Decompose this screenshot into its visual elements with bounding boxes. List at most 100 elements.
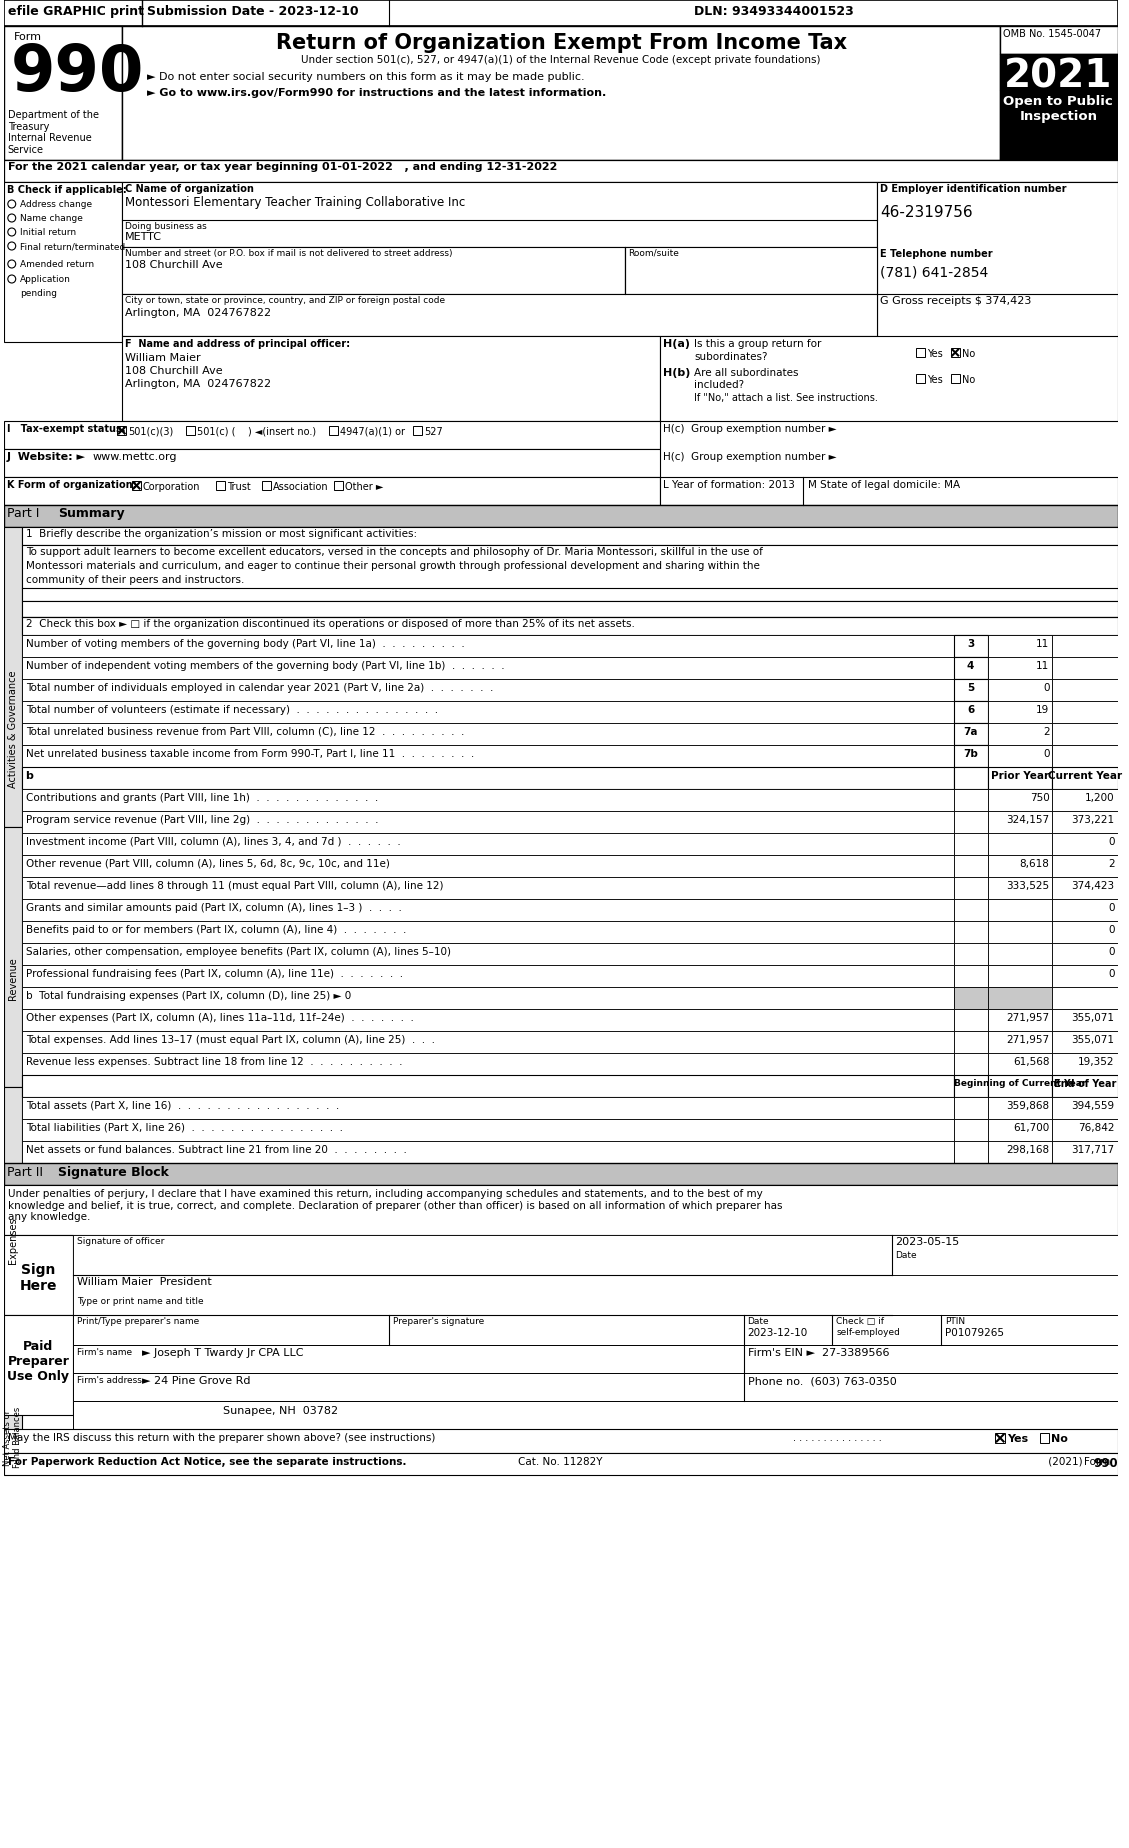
Text: For the 2021 calendar year, or tax year beginning 01-01-2022   , and ending 12-3: For the 2021 calendar year, or tax year … [8,163,558,172]
Text: 19: 19 [1036,704,1050,715]
Bar [1052,898,1118,920]
Bar [988,745,1052,767]
Bar [954,1120,988,1140]
Bar [1052,1031,1118,1053]
Bar [21,1140,954,1162]
Bar [988,723,1052,745]
Bar [73,1316,1118,1345]
Text: If "No," attach a list. See instructions.: If "No," attach a list. See instructions… [694,394,878,403]
Text: Date: Date [895,1251,917,1260]
Text: 317,717: 317,717 [1071,1146,1114,1155]
Bar [988,1120,1052,1140]
Text: Program service revenue (Part VIII, line 2g)  .  .  .  .  .  .  .  .  .  .  .  .: Program service revenue (Part VIII, line… [26,815,378,824]
Bar [954,942,988,965]
Bar [73,1234,1118,1275]
Text: 527: 527 [425,427,443,436]
Text: included?: included? [694,381,744,390]
Text: Form: Form [1084,1456,1113,1467]
Text: Salaries, other compensation, employee benefits (Part IX, column (A), lines 5–10: Salaries, other compensation, employee b… [26,946,450,957]
Text: Current Year: Current Year [1048,771,1122,782]
Text: End of Year: End of Year [1053,1079,1117,1088]
Text: 11: 11 [1036,639,1050,649]
Text: Initial return: Initial return [19,227,76,237]
Text: Sunapee, NH  03782: Sunapee, NH 03782 [222,1406,338,1416]
Bar [988,811,1052,833]
Bar [1052,1076,1118,1098]
Bar [334,480,343,490]
Text: For Paperwork Reduction Act Notice, see the separate instructions.: For Paperwork Reduction Act Notice, see … [8,1456,406,1467]
Text: Yes: Yes [927,375,943,384]
Text: Montessori materials and curriculum, and eager to continue their personal growth: Montessori materials and curriculum, and… [26,562,760,571]
Text: Net unrelated business taxable income from Form 990-T, Part I, line 11  .  .  . : Net unrelated business taxable income fr… [26,748,474,760]
Bar [3,527,21,828]
Text: Cat. No. 11282Y: Cat. No. 11282Y [518,1456,603,1467]
Bar [21,1098,954,1120]
Text: www.mettc.org: www.mettc.org [93,453,177,462]
Bar [3,181,122,342]
Text: 61,568: 61,568 [1013,1057,1050,1066]
Bar [21,545,1118,601]
Text: 0: 0 [1108,946,1114,957]
Text: Amended return: Amended return [19,261,94,270]
Bar [122,181,877,248]
Bar [21,1053,954,1076]
Bar [988,856,1052,878]
Bar [1052,723,1118,745]
Text: No: No [962,375,975,384]
Text: 324,157: 324,157 [1006,815,1050,824]
Bar [954,856,988,878]
Bar [3,449,659,477]
Text: Firm's address: Firm's address [77,1377,142,1384]
Text: Address change: Address change [19,200,91,209]
Text: No: No [962,349,975,359]
Text: 19,352: 19,352 [1078,1057,1114,1066]
Bar [73,1275,1118,1316]
Bar [954,745,988,767]
Text: Total number of volunteers (estimate if necessary)  .  .  .  .  .  .  .  .  .  .: Total number of volunteers (estimate if … [26,704,438,715]
Bar [1052,658,1118,678]
Bar [3,421,659,449]
Bar [1052,1120,1118,1140]
Text: Grants and similar amounts paid (Part IX, column (A), lines 1–3 )  .  .  .  .: Grants and similar amounts paid (Part IX… [26,904,402,913]
Bar [1052,811,1118,833]
Bar [262,480,271,490]
Bar [21,987,954,1009]
Bar [3,1162,1118,1185]
Bar [954,789,988,811]
Text: Sign
Here: Sign Here [19,1262,58,1294]
Text: 374,423: 374,423 [1071,881,1114,891]
Text: 6: 6 [966,704,974,715]
Text: Firm's EIN ►  27-3389566: Firm's EIN ► 27-3389566 [747,1347,890,1358]
Text: 2: 2 [1043,726,1050,737]
Bar [1000,54,1118,91]
Bar [21,942,954,965]
Text: L Year of formation: 2013: L Year of formation: 2013 [663,480,795,490]
Text: E Telephone number: E Telephone number [879,249,992,259]
Text: M State of legal domicile: MA: M State of legal domicile: MA [807,480,960,490]
Bar [3,1185,1118,1234]
Text: 298,168: 298,168 [1006,1146,1050,1155]
Bar [3,477,659,505]
Bar [988,700,1052,723]
Text: Submission Date - 2023-12-10: Submission Date - 2023-12-10 [147,6,359,18]
Text: Firm's name: Firm's name [77,1347,132,1356]
Text: Signature Block: Signature Block [58,1166,169,1179]
Text: Contributions and grants (Part VIII, line 1h)  .  .  .  .  .  .  .  .  .  .  .  : Contributions and grants (Part VIII, lin… [26,793,378,804]
Text: Total unrelated business revenue from Part VIII, column (C), line 12  .  .  .  .: Total unrelated business revenue from Pa… [26,726,464,737]
Bar [3,26,122,161]
Bar [186,427,195,434]
Bar [122,26,1000,161]
Text: . . . . . . . . . . . . . . .: . . . . . . . . . . . . . . . [793,1432,882,1443]
Bar [21,745,954,767]
Text: To support adult learners to become excellent educators, versed in the concepts : To support adult learners to become exce… [26,547,762,556]
Bar [988,1098,1052,1120]
Bar [1052,942,1118,965]
Text: 990: 990 [1093,1456,1118,1469]
Text: B Check if applicable:: B Check if applicable: [7,185,126,196]
Bar [3,828,21,1087]
Text: H(a): H(a) [663,338,690,349]
Text: Expenses: Expenses [8,1218,18,1264]
Bar [1052,1009,1118,1031]
Text: 46-2319756: 46-2319756 [879,205,972,220]
Text: D Employer identification number: D Employer identification number [879,185,1066,194]
